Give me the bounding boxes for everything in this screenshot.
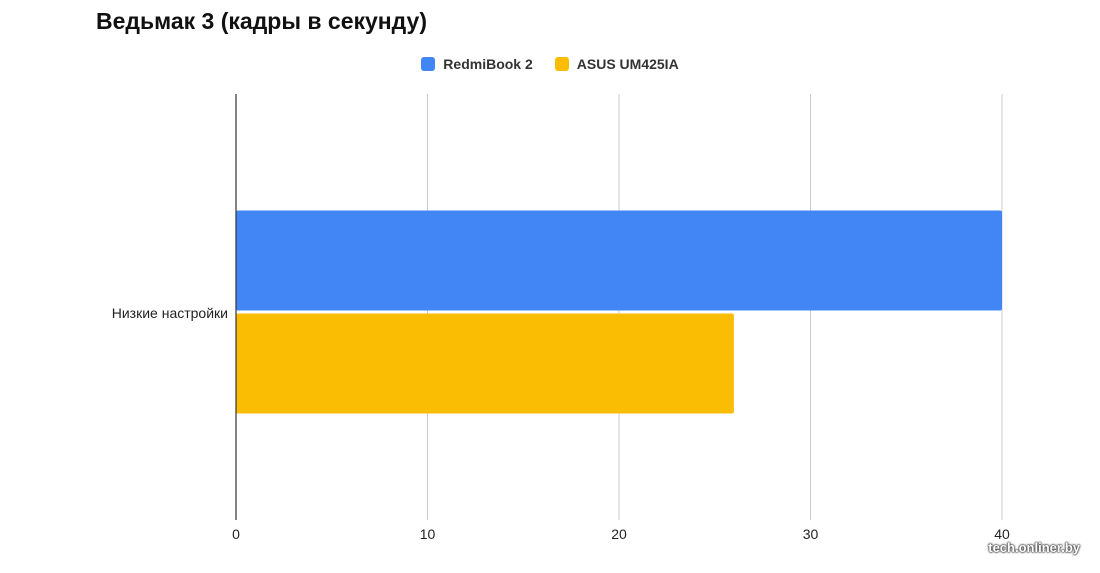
x-tick-label-2: 20 [611, 526, 627, 542]
x-tick-label-4: 40 [994, 526, 1010, 542]
chart-title: Ведьмак 3 (кадры в секунду) [96, 8, 428, 34]
legend-label-series-1: ASUS UM425IA [576, 56, 679, 72]
legend-label-series-0: RedmiBook 2 [443, 56, 533, 72]
legend-item-series-1[interactable]: ASUS UM425IA [554, 56, 679, 72]
legend-item-series-0[interactable]: RedmiBook 2 [421, 56, 533, 72]
chart-legend: RedmiBook 2 ASUS UM425IA [0, 56, 1100, 72]
legend-swatch-series-0 [421, 57, 436, 71]
x-tick-label-3: 30 [803, 526, 819, 542]
x-tick-label-1: 10 [420, 526, 436, 542]
bar-series-0-cat-0 [236, 210, 1002, 311]
watermark: tech.onliner.by [988, 540, 1080, 555]
legend-swatch-series-1 [554, 57, 569, 71]
x-tick-label-0: 0 [232, 526, 240, 542]
category-label-0: Низкие настройки [112, 305, 228, 321]
bar-series-1-cat-0 [236, 313, 734, 414]
